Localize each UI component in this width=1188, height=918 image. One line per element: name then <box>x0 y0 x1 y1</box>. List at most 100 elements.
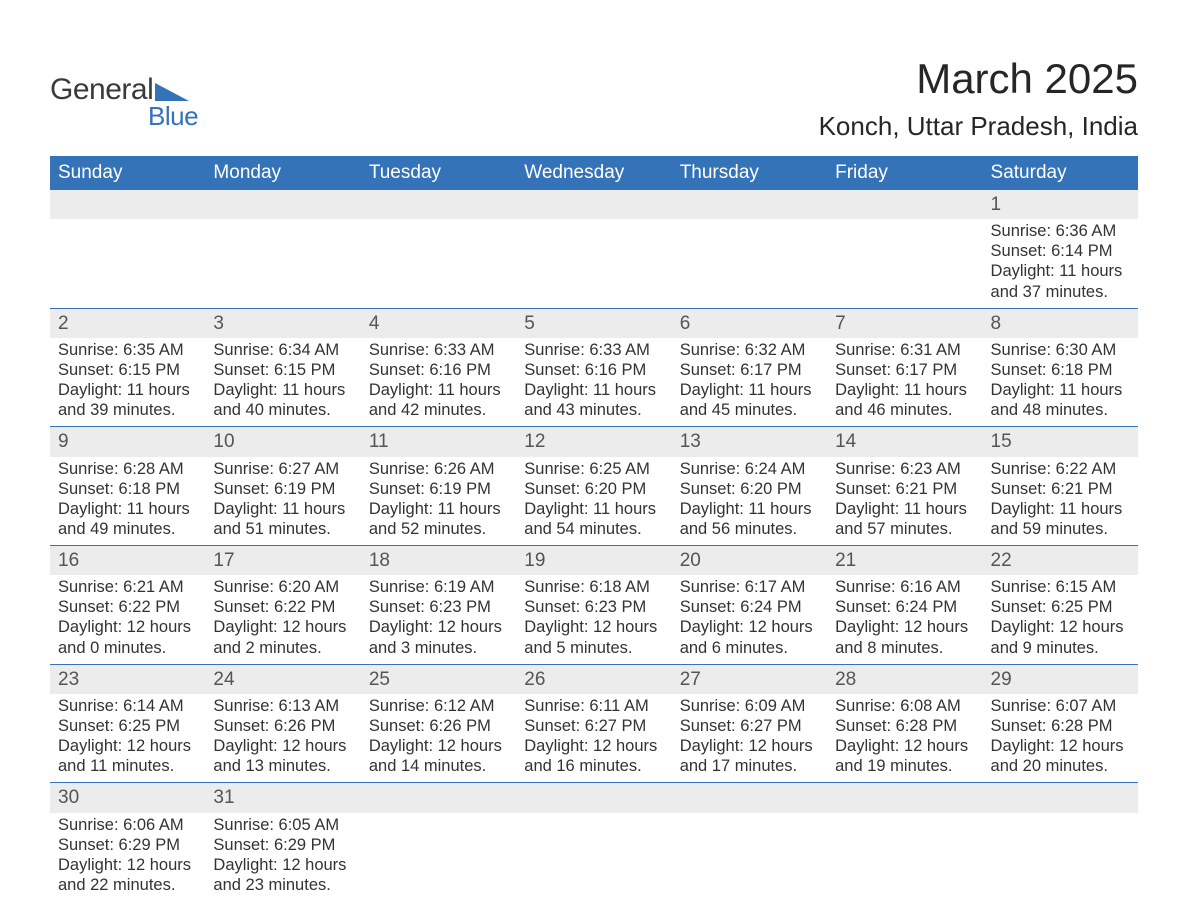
day-number: 5 <box>516 309 671 338</box>
day-number: 10 <box>205 427 360 456</box>
day-number <box>361 190 516 219</box>
calendar-cell: 29Sunrise: 6:07 AMSunset: 6:28 PMDayligh… <box>983 664 1138 783</box>
calendar-cell <box>50 190 205 308</box>
calendar-cell: 11Sunrise: 6:26 AMSunset: 6:19 PMDayligh… <box>361 427 516 546</box>
day-number: 30 <box>50 783 205 812</box>
calendar-cell: 2Sunrise: 6:35 AMSunset: 6:15 PMDaylight… <box>50 308 205 427</box>
sunrise-line: Sunrise: 6:14 AM <box>58 696 197 716</box>
day-number: 19 <box>516 546 671 575</box>
sunset-line: Sunset: 6:16 PM <box>369 360 508 380</box>
sunset-line: Sunset: 6:27 PM <box>680 716 819 736</box>
calendar-cell <box>205 190 360 308</box>
calendar-cell <box>983 783 1138 901</box>
logo-text-main: General <box>50 73 153 107</box>
day-content: Sunrise: 6:07 AMSunset: 6:28 PMDaylight:… <box>983 694 1138 783</box>
day-content <box>983 813 1138 885</box>
calendar-cell: 13Sunrise: 6:24 AMSunset: 6:20 PMDayligh… <box>672 427 827 546</box>
sunrise-line: Sunrise: 6:11 AM <box>524 696 663 716</box>
day-content <box>827 813 982 885</box>
day-content: Sunrise: 6:20 AMSunset: 6:22 PMDaylight:… <box>205 575 360 664</box>
sunset-line: Sunset: 6:27 PM <box>524 716 663 736</box>
daylight-line: Daylight: 12 hours and 13 minutes. <box>213 736 352 776</box>
day-number: 3 <box>205 309 360 338</box>
calendar-cell: 15Sunrise: 6:22 AMSunset: 6:21 PMDayligh… <box>983 427 1138 546</box>
day-number <box>827 783 982 812</box>
day-number <box>361 783 516 812</box>
day-number: 23 <box>50 665 205 694</box>
day-number: 15 <box>983 427 1138 456</box>
daylight-line: Daylight: 12 hours and 11 minutes. <box>58 736 197 776</box>
day-number: 11 <box>361 427 516 456</box>
day-number: 29 <box>983 665 1138 694</box>
sunrise-line: Sunrise: 6:26 AM <box>369 459 508 479</box>
calendar-table: SundayMondayTuesdayWednesdayThursdayFrid… <box>50 156 1138 901</box>
day-content <box>50 219 205 291</box>
sunset-line: Sunset: 6:22 PM <box>213 597 352 617</box>
calendar-week-row: 2Sunrise: 6:35 AMSunset: 6:15 PMDaylight… <box>50 308 1138 427</box>
day-content: Sunrise: 6:36 AMSunset: 6:14 PMDaylight:… <box>983 219 1138 308</box>
day-number: 14 <box>827 427 982 456</box>
calendar-cell <box>361 190 516 308</box>
day-number: 28 <box>827 665 982 694</box>
day-content: Sunrise: 6:35 AMSunset: 6:15 PMDaylight:… <box>50 338 205 427</box>
day-content: Sunrise: 6:09 AMSunset: 6:27 PMDaylight:… <box>672 694 827 783</box>
daylight-line: Daylight: 12 hours and 9 minutes. <box>991 617 1130 657</box>
calendar-cell: 14Sunrise: 6:23 AMSunset: 6:21 PMDayligh… <box>827 427 982 546</box>
sunset-line: Sunset: 6:14 PM <box>991 241 1130 261</box>
calendar-cell <box>516 190 671 308</box>
sunset-line: Sunset: 6:16 PM <box>524 360 663 380</box>
day-number: 25 <box>361 665 516 694</box>
calendar-cell: 24Sunrise: 6:13 AMSunset: 6:26 PMDayligh… <box>205 664 360 783</box>
day-number <box>516 190 671 219</box>
sunset-line: Sunset: 6:25 PM <box>991 597 1130 617</box>
day-number: 4 <box>361 309 516 338</box>
day-content: Sunrise: 6:31 AMSunset: 6:17 PMDaylight:… <box>827 338 982 427</box>
day-content: Sunrise: 6:33 AMSunset: 6:16 PMDaylight:… <box>361 338 516 427</box>
calendar-cell <box>516 783 671 901</box>
day-number: 21 <box>827 546 982 575</box>
day-number <box>983 783 1138 812</box>
day-header: Monday <box>205 156 360 190</box>
daylight-line: Daylight: 11 hours and 56 minutes. <box>680 499 819 539</box>
calendar-week-row: 16Sunrise: 6:21 AMSunset: 6:22 PMDayligh… <box>50 546 1138 665</box>
day-content: Sunrise: 6:15 AMSunset: 6:25 PMDaylight:… <box>983 575 1138 664</box>
day-number: 1 <box>983 190 1138 219</box>
sunset-line: Sunset: 6:20 PM <box>524 479 663 499</box>
day-content: Sunrise: 6:22 AMSunset: 6:21 PMDaylight:… <box>983 457 1138 546</box>
sunrise-line: Sunrise: 6:17 AM <box>680 577 819 597</box>
day-number: 6 <box>672 309 827 338</box>
sunset-line: Sunset: 6:19 PM <box>213 479 352 499</box>
daylight-line: Daylight: 11 hours and 37 minutes. <box>991 261 1130 301</box>
daylight-line: Daylight: 12 hours and 8 minutes. <box>835 617 974 657</box>
calendar-cell: 26Sunrise: 6:11 AMSunset: 6:27 PMDayligh… <box>516 664 671 783</box>
location: Konch, Uttar Pradesh, India <box>819 111 1138 142</box>
sunrise-line: Sunrise: 6:36 AM <box>991 221 1130 241</box>
day-content: Sunrise: 6:06 AMSunset: 6:29 PMDaylight:… <box>50 813 205 902</box>
day-content: Sunrise: 6:08 AMSunset: 6:28 PMDaylight:… <box>827 694 982 783</box>
sunrise-line: Sunrise: 6:33 AM <box>369 340 508 360</box>
daylight-line: Daylight: 11 hours and 39 minutes. <box>58 380 197 420</box>
sunset-line: Sunset: 6:22 PM <box>58 597 197 617</box>
sunrise-line: Sunrise: 6:19 AM <box>369 577 508 597</box>
sunset-line: Sunset: 6:23 PM <box>524 597 663 617</box>
day-content: Sunrise: 6:27 AMSunset: 6:19 PMDaylight:… <box>205 457 360 546</box>
day-header: Thursday <box>672 156 827 190</box>
sunrise-line: Sunrise: 6:28 AM <box>58 459 197 479</box>
day-number <box>205 190 360 219</box>
day-content: Sunrise: 6:30 AMSunset: 6:18 PMDaylight:… <box>983 338 1138 427</box>
daylight-line: Daylight: 11 hours and 54 minutes. <box>524 499 663 539</box>
sunset-line: Sunset: 6:28 PM <box>991 716 1130 736</box>
day-content: Sunrise: 6:18 AMSunset: 6:23 PMDaylight:… <box>516 575 671 664</box>
calendar-cell: 17Sunrise: 6:20 AMSunset: 6:22 PMDayligh… <box>205 546 360 665</box>
sunrise-line: Sunrise: 6:09 AM <box>680 696 819 716</box>
day-header: Saturday <box>983 156 1138 190</box>
day-content: Sunrise: 6:11 AMSunset: 6:27 PMDaylight:… <box>516 694 671 783</box>
sunrise-line: Sunrise: 6:06 AM <box>58 815 197 835</box>
sunrise-line: Sunrise: 6:16 AM <box>835 577 974 597</box>
daylight-line: Daylight: 12 hours and 5 minutes. <box>524 617 663 657</box>
day-header: Tuesday <box>361 156 516 190</box>
daylight-line: Daylight: 12 hours and 0 minutes. <box>58 617 197 657</box>
day-header: Sunday <box>50 156 205 190</box>
calendar-cell: 16Sunrise: 6:21 AMSunset: 6:22 PMDayligh… <box>50 546 205 665</box>
sunrise-line: Sunrise: 6:20 AM <box>213 577 352 597</box>
